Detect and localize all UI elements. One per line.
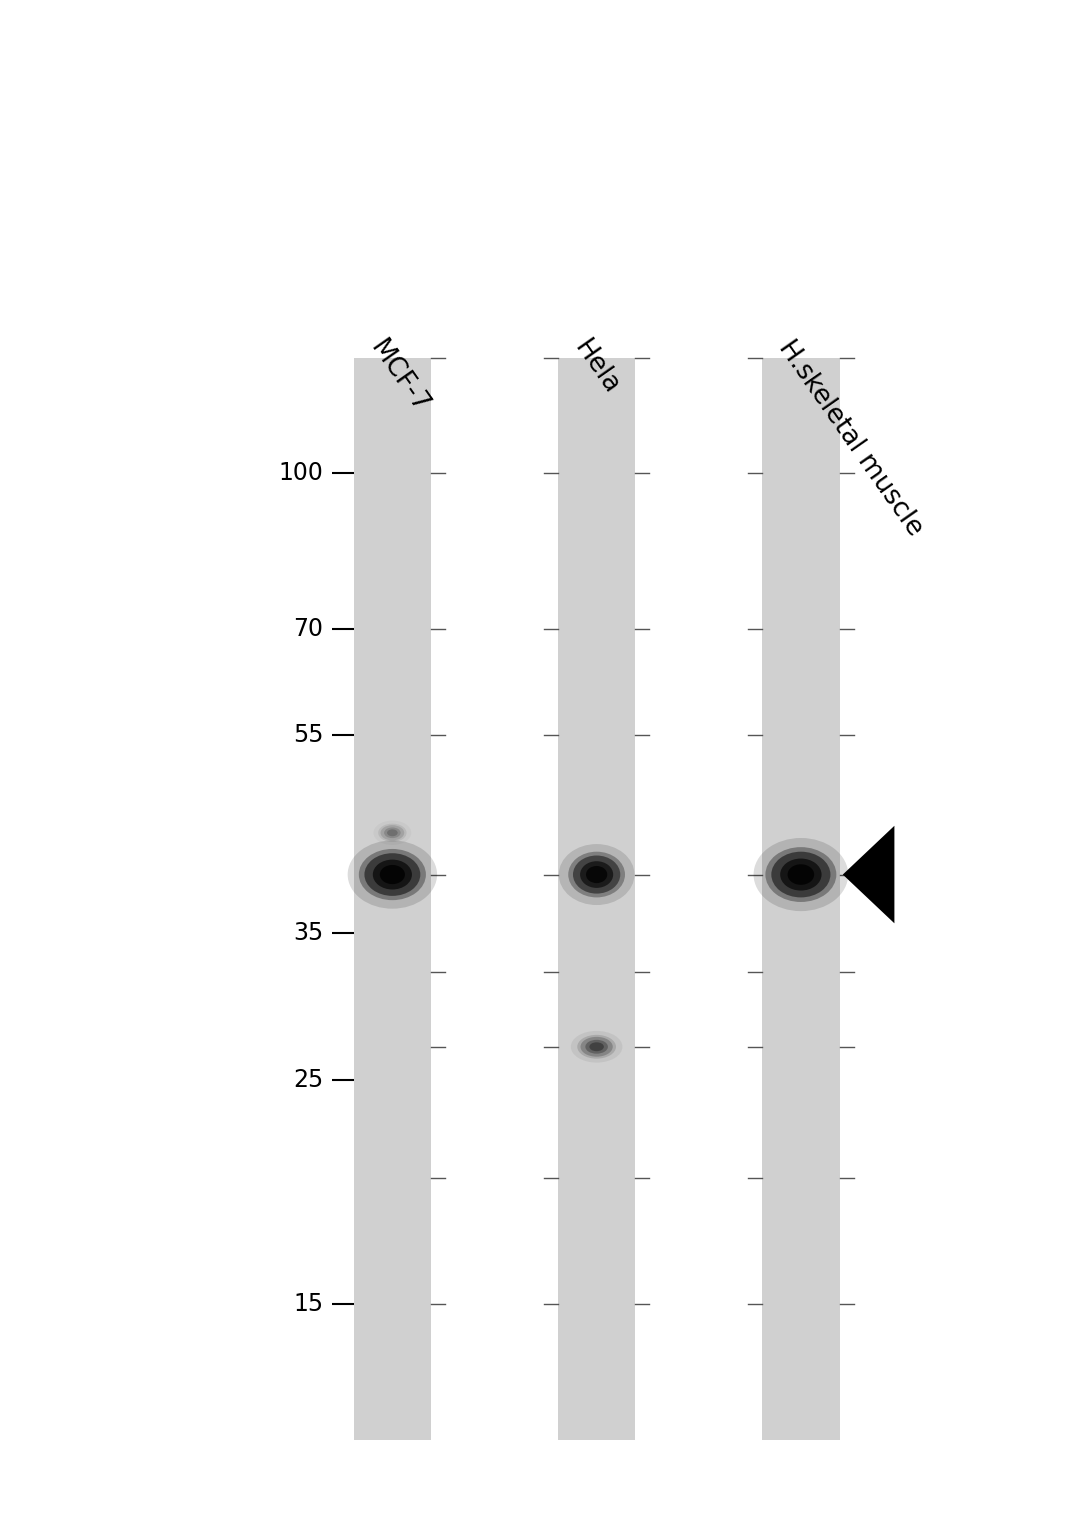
Ellipse shape	[364, 853, 420, 896]
Bar	[762, 358, 840, 1440]
Ellipse shape	[378, 823, 406, 841]
Ellipse shape	[589, 1042, 604, 1052]
Ellipse shape	[754, 838, 848, 911]
Ellipse shape	[359, 849, 426, 901]
Ellipse shape	[373, 860, 412, 890]
Ellipse shape	[585, 1039, 608, 1053]
Text: 15: 15	[293, 1292, 324, 1317]
Bar	[558, 358, 635, 1440]
Text: MCF-7: MCF-7	[364, 335, 433, 418]
Ellipse shape	[387, 829, 398, 837]
Ellipse shape	[765, 847, 836, 902]
Ellipse shape	[788, 864, 814, 885]
Ellipse shape	[772, 852, 831, 898]
Ellipse shape	[780, 858, 821, 890]
Text: 55: 55	[293, 722, 324, 747]
Polygon shape	[843, 826, 894, 924]
Ellipse shape	[586, 866, 607, 882]
Ellipse shape	[379, 866, 405, 884]
Ellipse shape	[571, 1030, 622, 1062]
Ellipse shape	[384, 828, 401, 838]
Text: 35: 35	[293, 920, 324, 945]
Text: 25: 25	[293, 1068, 324, 1093]
Text: 70: 70	[293, 617, 324, 642]
Ellipse shape	[569, 852, 625, 898]
Ellipse shape	[381, 824, 404, 840]
Ellipse shape	[559, 844, 634, 905]
Ellipse shape	[347, 840, 438, 908]
Bar	[354, 358, 431, 1440]
Ellipse shape	[577, 1035, 616, 1059]
Ellipse shape	[580, 1036, 613, 1056]
Ellipse shape	[580, 861, 613, 888]
Text: 100: 100	[278, 462, 324, 485]
Text: H.skeletal muscle: H.skeletal muscle	[773, 335, 928, 541]
Text: Hela: Hela	[569, 335, 625, 399]
Ellipse shape	[573, 855, 620, 893]
